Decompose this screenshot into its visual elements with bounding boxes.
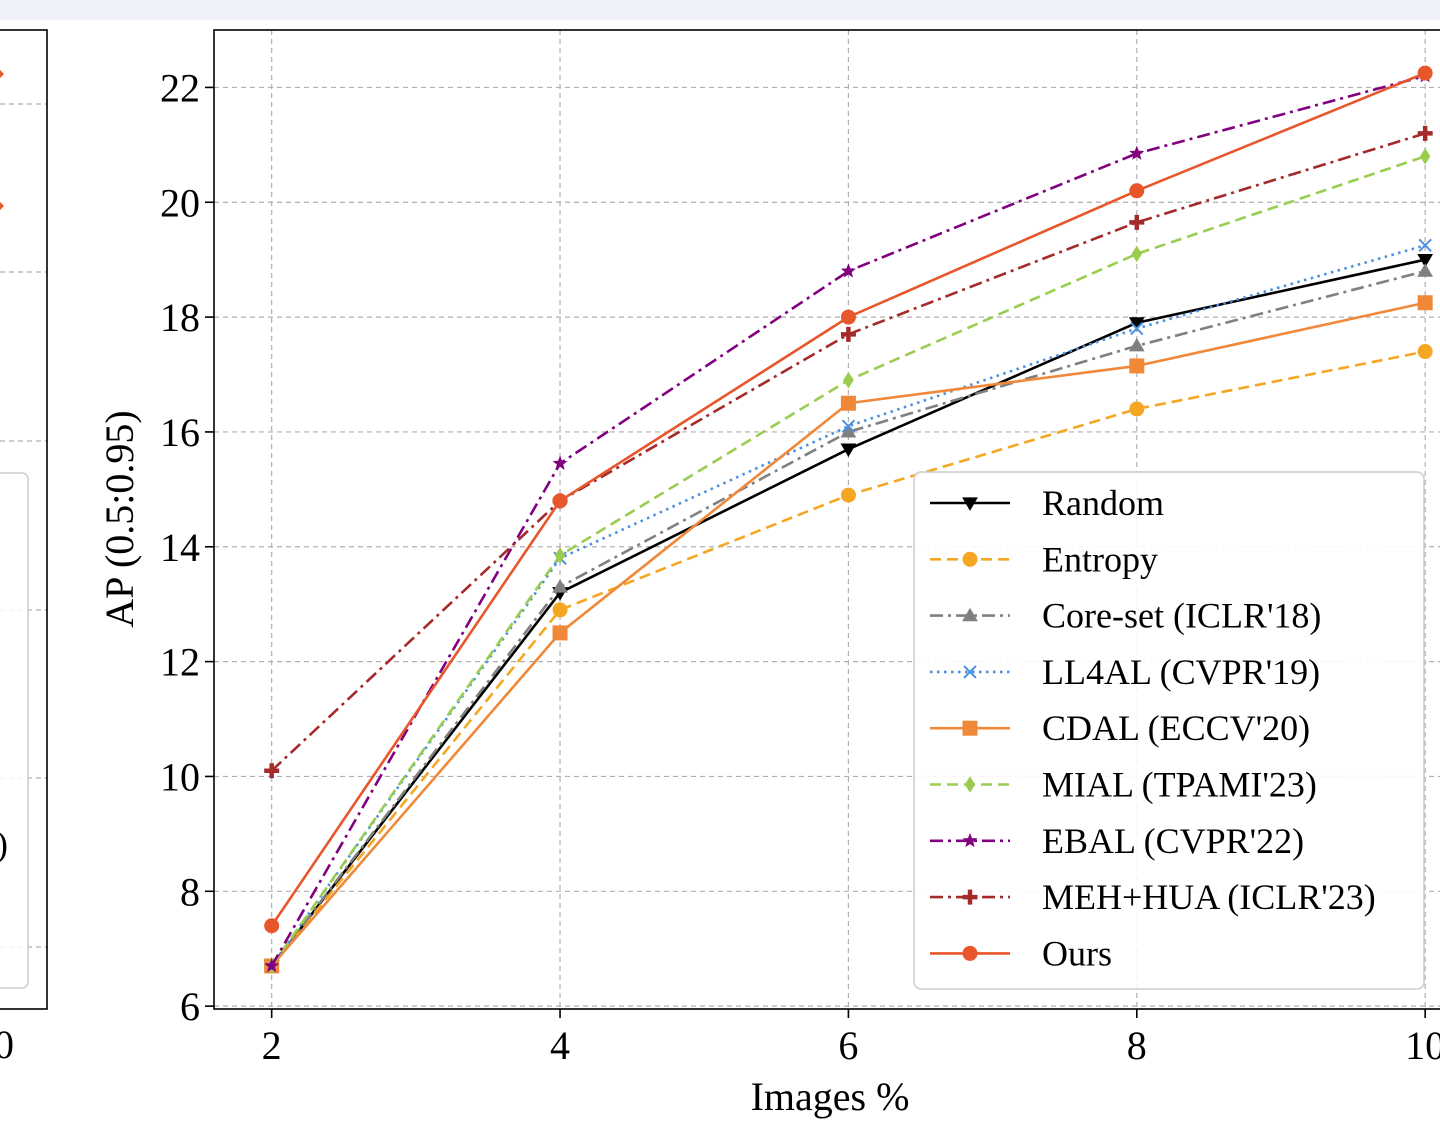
legend: Random Entropy Core-set (ICLR'18) LL4AL (CV… — [913, 471, 1425, 990]
legend-label: Entropy — [1042, 539, 1158, 579]
data-point — [1129, 145, 1145, 160]
left-panel-marker — [0, 202, 4, 210]
data-point — [1128, 317, 1145, 331]
legend-item: MEH+HUA (ICLR'23) — [930, 877, 1376, 917]
data-point — [962, 889, 978, 905]
legend-label: CDAL (ECCV'20) — [1042, 708, 1310, 748]
left-panel-x-tick-label: 0 — [0, 1022, 14, 1067]
legend-item: CDAL (ECCV'20) — [930, 708, 1310, 748]
data-point — [264, 918, 280, 934]
series — [263, 254, 1434, 974]
data-point — [1417, 65, 1433, 81]
legend-item: MIAL (TPAMI'23) — [930, 765, 1317, 805]
plot-frame — [213, 29, 1440, 1010]
data-point — [962, 607, 978, 622]
legend-label: MEH+HUA (ICLR'23) — [1042, 877, 1376, 917]
data-point — [264, 958, 280, 973]
legend-label: MIAL (TPAMI'23) — [1042, 765, 1317, 805]
x-tick-label: 8 — [1127, 1023, 1147, 1068]
data-point — [963, 665, 977, 679]
x-tick-label: 4 — [550, 1023, 570, 1068]
data-point — [552, 579, 568, 593]
data-point — [264, 763, 280, 779]
legend-item: Core-set (ICLR'18) — [930, 596, 1321, 636]
y-tick-label: 10 — [160, 754, 200, 799]
legend-item: Random — [930, 483, 1164, 523]
data-point — [840, 443, 857, 458]
top-band — [0, 0, 1440, 20]
data-point — [1128, 337, 1145, 352]
series-line — [270, 269, 1426, 967]
data-point — [840, 424, 857, 438]
data-point — [554, 547, 566, 564]
legend-label: Core-set (ICLR'18) — [1042, 596, 1321, 636]
legend-item: Entropy — [930, 539, 1158, 579]
y-axis-title: AP (0.5:0.95) — [97, 410, 142, 627]
x-tick-label: 2 — [262, 1023, 282, 1068]
data-point — [841, 419, 856, 433]
data-point — [962, 720, 978, 736]
ticks: 2 4 6 8 10 6 8 10 12 14 16 18 20 22 — [160, 65, 1440, 1068]
data-point — [964, 776, 976, 793]
y-tick-label: 8 — [180, 869, 200, 914]
data-point — [1131, 245, 1143, 263]
data-point — [1417, 254, 1434, 268]
legend-label: Ours — [1042, 933, 1112, 973]
data-point — [1417, 125, 1433, 141]
series-line — [270, 74, 1426, 967]
series-line — [270, 132, 1426, 772]
data-point — [962, 832, 978, 848]
left-panel-legend-box — [0, 472, 29, 989]
data-point — [840, 309, 856, 325]
y-tick-label: 16 — [160, 410, 200, 455]
data-point — [962, 945, 978, 961]
data-point — [1417, 295, 1433, 311]
legend-label: EBAL (CVPR'22) — [1042, 821, 1304, 861]
left-panel-legend-fragment: ) — [0, 824, 8, 864]
data-point — [1417, 344, 1433, 360]
data-point — [1419, 148, 1431, 165]
data-point — [1129, 214, 1145, 230]
data-point — [840, 326, 856, 342]
data-point — [1129, 401, 1145, 417]
data-point — [962, 551, 978, 567]
y-tick-label: 20 — [160, 180, 200, 225]
y-tick-label: 22 — [160, 65, 200, 110]
legend-item: EBAL (CVPR'22) — [930, 821, 1304, 861]
data-point — [552, 625, 568, 641]
legend-label: Random — [1042, 483, 1164, 523]
data-point — [840, 487, 856, 503]
series-layer — [263, 65, 1434, 975]
x-axis-title: Images % — [751, 1074, 910, 1119]
data-point — [1129, 358, 1145, 374]
legend-item: LL4AL (CVPR'19) — [930, 652, 1320, 692]
y-tick-label: 12 — [160, 640, 200, 685]
legend-box — [913, 471, 1425, 990]
data-point — [1417, 263, 1434, 277]
left-panel-fragment: ) 0 — [0, 29, 48, 1067]
data-point — [840, 263, 856, 278]
series — [264, 65, 1433, 934]
y-tick-label: 6 — [180, 984, 200, 1029]
legend-label: LL4AL (CVPR'19) — [1042, 652, 1320, 692]
data-point — [552, 602, 568, 618]
y-tick-label: 18 — [160, 295, 200, 340]
data-point — [1418, 238, 1432, 253]
data-point — [552, 455, 568, 470]
data-point — [1129, 183, 1145, 199]
y-tick-label: 14 — [160, 525, 200, 570]
data-point — [962, 497, 978, 511]
left-panel-frame — [0, 29, 48, 1010]
x-tick-label: 6 — [838, 1023, 858, 1068]
left-panel-marker — [0, 70, 4, 78]
data-point — [840, 395, 856, 411]
data-point — [552, 493, 568, 509]
x-tick-label: 10 — [1405, 1023, 1440, 1068]
legend-item: Ours — [930, 933, 1112, 973]
data-point — [1130, 321, 1144, 336]
data-point — [843, 372, 854, 389]
